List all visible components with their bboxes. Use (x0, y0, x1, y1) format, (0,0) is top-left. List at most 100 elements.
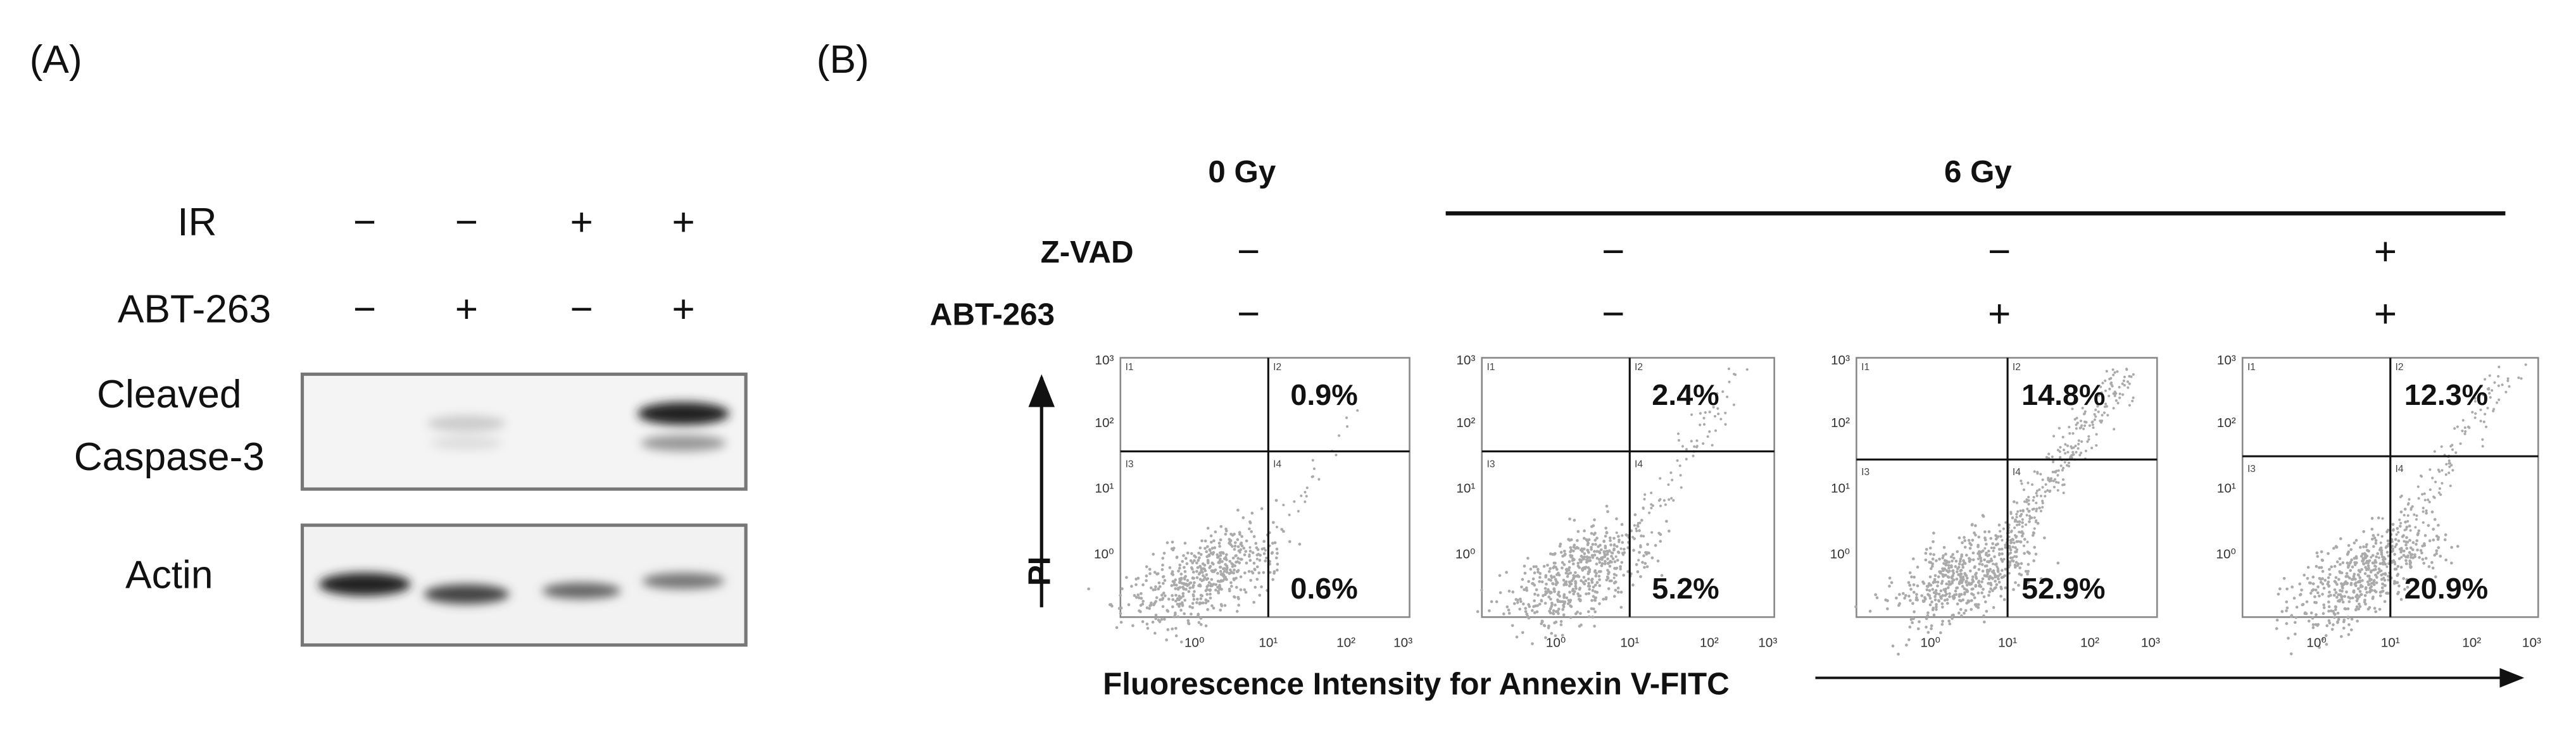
dot (1515, 635, 1519, 639)
dot (2309, 581, 2312, 585)
dot (2121, 382, 2124, 385)
dot (2394, 545, 2397, 549)
dot (1245, 561, 1248, 565)
dot (1974, 524, 1977, 528)
dot (1582, 547, 1586, 551)
dot (1635, 563, 1638, 566)
dot (1165, 541, 1169, 545)
dot (2125, 368, 2128, 371)
dot (1928, 603, 1932, 607)
dot (2408, 538, 2411, 542)
dot (2112, 373, 2115, 376)
dot (2294, 616, 2298, 619)
dot (1224, 529, 1228, 533)
dot (1157, 587, 1160, 591)
dot (2450, 464, 2453, 467)
dot (1933, 598, 1937, 602)
dot (1654, 543, 1657, 547)
dot (1610, 561, 1613, 564)
dot (2497, 375, 2500, 378)
blots (300, 372, 748, 647)
dot (1631, 583, 1635, 586)
dot (1576, 592, 1580, 595)
dot (2473, 416, 2477, 419)
dot (1544, 636, 1547, 640)
dot (2041, 486, 2044, 489)
dot (1993, 586, 1996, 590)
dot (2299, 593, 2303, 596)
dot (2353, 573, 2356, 576)
x-tick-label: 10³ (2141, 635, 2160, 650)
dot (2020, 562, 2023, 566)
dot (1134, 577, 1138, 581)
dot (1536, 570, 1540, 574)
dot (2391, 549, 2394, 552)
dot (1932, 553, 1935, 556)
dot (1615, 566, 1619, 569)
dot (1162, 552, 1166, 555)
dot (1206, 545, 1209, 549)
dot (1580, 623, 1583, 627)
dot (2408, 562, 2412, 566)
dot (2000, 587, 2003, 590)
dot (1151, 621, 1155, 624)
dot (2438, 470, 2441, 473)
dot (2320, 550, 2323, 554)
dot (1141, 620, 1145, 623)
dot (2339, 537, 2342, 540)
dot (1209, 592, 1212, 596)
dot (2328, 568, 2331, 571)
dot (1999, 535, 2002, 538)
dot (1188, 605, 1191, 609)
dot (1588, 588, 1591, 591)
dot (1205, 555, 1209, 558)
dot (2062, 466, 2065, 469)
dot (1593, 550, 1596, 553)
dot (2482, 420, 2485, 423)
dot (2380, 578, 2384, 581)
dot (1257, 571, 1261, 574)
dot (1564, 571, 1568, 575)
dot (1988, 590, 1992, 593)
dot (1121, 587, 1124, 590)
dot (1554, 583, 1558, 586)
dot (1635, 527, 1638, 530)
dot (2355, 561, 2358, 564)
x-tick-label: 10¹ (1259, 635, 1278, 650)
dot (1957, 611, 1961, 615)
dot (1526, 614, 1530, 618)
dot (2046, 489, 2049, 492)
dot (1197, 559, 1200, 562)
dot (1231, 533, 1235, 537)
dot (2342, 620, 2346, 624)
dot (1678, 464, 1681, 468)
dot (2488, 392, 2491, 395)
dot (1598, 602, 1601, 605)
dot (1981, 514, 1985, 517)
dot (2114, 399, 2118, 402)
dot (1272, 521, 1275, 524)
dot (2008, 563, 2012, 567)
dot (1948, 595, 1951, 599)
dot (1613, 560, 1617, 564)
dot (2417, 529, 2421, 533)
dot (2097, 394, 2101, 397)
dot (1189, 559, 1193, 562)
dot (1109, 603, 1113, 606)
dot (1150, 601, 1153, 605)
dot (1280, 528, 1284, 531)
dot (1190, 612, 1193, 616)
dot (2011, 545, 2014, 549)
dot (2326, 582, 2330, 586)
dot (1262, 552, 1266, 555)
dot (1704, 411, 1707, 414)
dot (1548, 590, 1552, 593)
dot (1181, 594, 1185, 598)
dot (1950, 576, 1954, 580)
dot (1140, 597, 1143, 600)
dot (2496, 401, 2499, 404)
dot (1216, 571, 1219, 575)
dot (1533, 599, 1536, 602)
dot (1594, 574, 1598, 578)
dot (2285, 622, 2289, 625)
